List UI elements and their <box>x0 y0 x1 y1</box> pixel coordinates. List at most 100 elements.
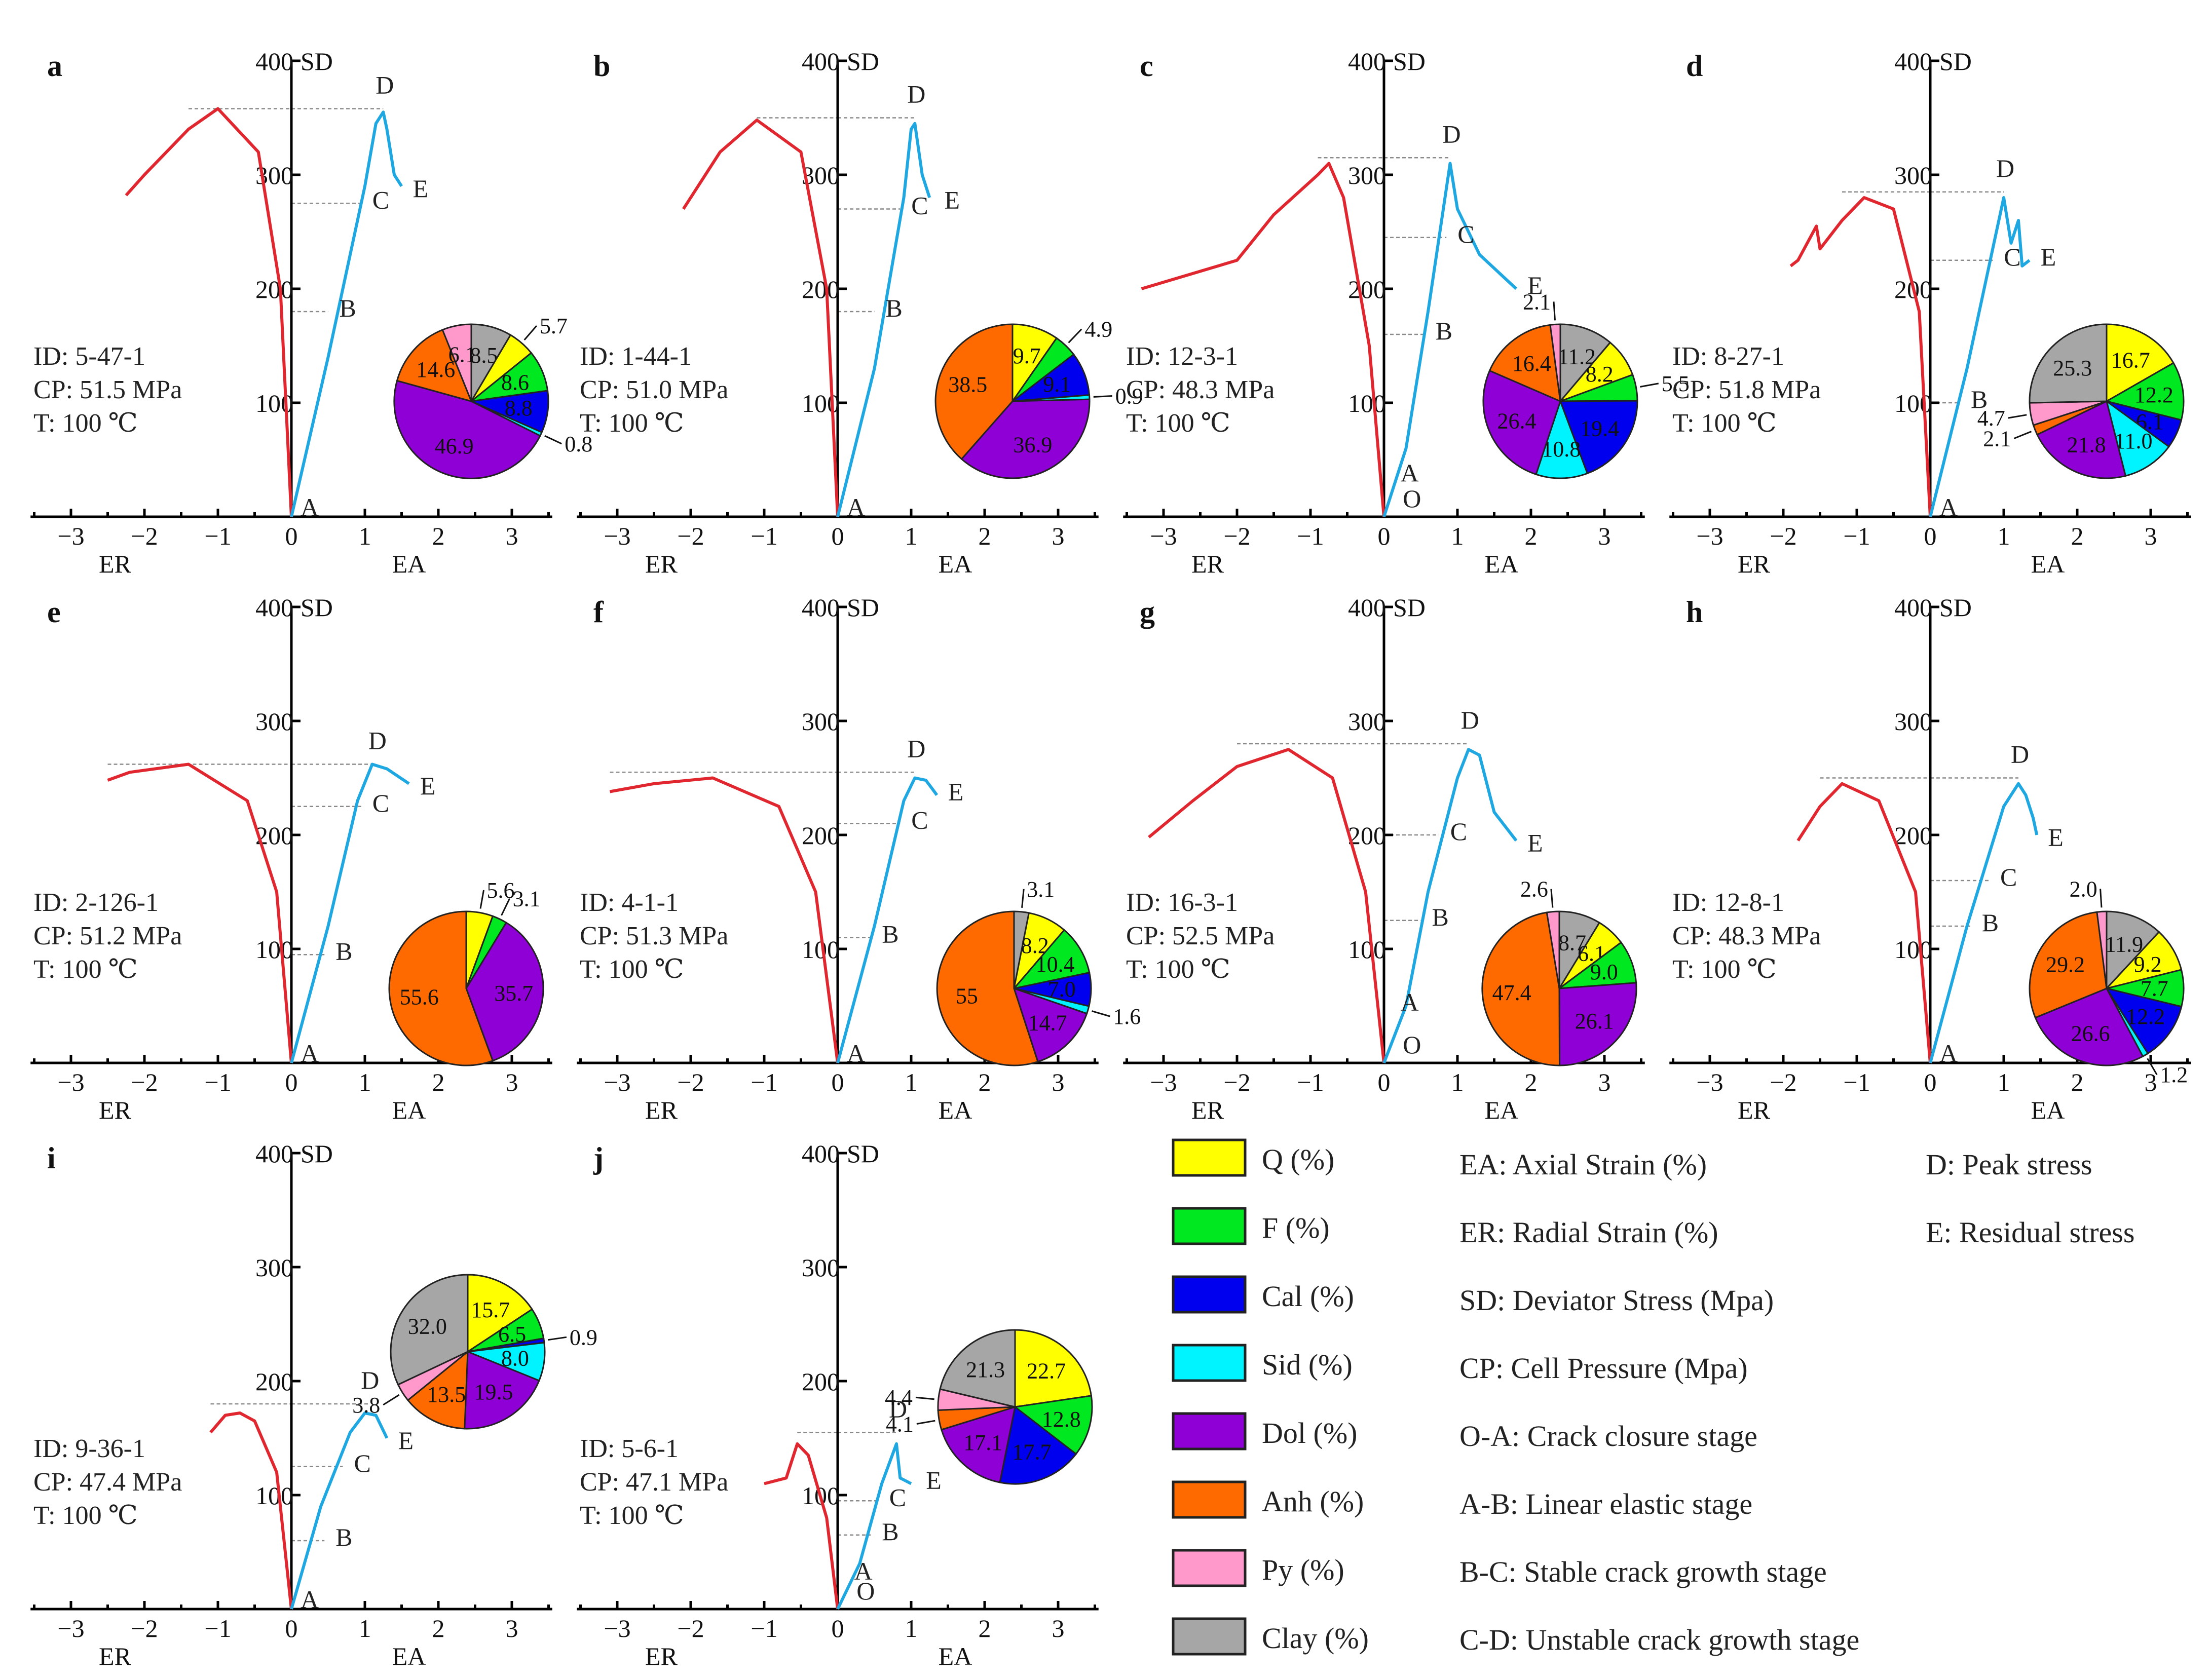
pie-label: 14.7 <box>1028 1010 1067 1035</box>
stage-label-O: O <box>856 1577 875 1605</box>
y-axis-label: SD <box>301 47 333 75</box>
mineral-pie: 11.99.27.7 12.2 1.2 26.6 29.2 2.0 <box>2029 876 2188 1087</box>
sample-id: ID: 8-27-1 <box>1672 342 1784 371</box>
panel-g: g −3 −2 −1 0 1 2 3 100 200 300 400 SD ER EA OA B C D E ID: 1… <box>1123 593 1645 1124</box>
stage-label-O: O <box>1403 1030 1421 1059</box>
y-axis-label: SD <box>847 47 879 75</box>
stage-label-C: C <box>1450 817 1467 846</box>
pie-leader <box>1021 889 1025 908</box>
y-tick-label: 300 <box>1348 161 1386 189</box>
x-tick-label: 1 <box>905 1068 918 1096</box>
x-axis-label-left: ER <box>1738 1096 1771 1124</box>
mineral-pie: 5.63.1 35.7 55.6 <box>388 878 544 1066</box>
sample-id: ID: 5-6-1 <box>580 1434 679 1463</box>
pie-label: 10.8 <box>1542 437 1581 462</box>
pie-label: 13.5 <box>427 1382 466 1407</box>
cell-pressure: CP: 51.2 MPa <box>33 922 182 950</box>
pie-label: 17.7 <box>1013 1439 1052 1464</box>
stage-label-B: B <box>335 1523 352 1551</box>
y-tick-label: 300 <box>1348 707 1386 736</box>
temperature: T: 100 ℃ <box>580 1501 684 1530</box>
stage-label-E: E <box>2041 243 2056 271</box>
axial-strain-curve <box>290 1411 389 1610</box>
stage-label-A: A <box>847 1039 865 1067</box>
pie-label: 22.7 <box>1027 1359 1066 1384</box>
temperature: T: 100 ℃ <box>1672 955 1777 984</box>
y-axis-label: SD <box>1939 47 1972 75</box>
pie-slice-F <box>1013 1395 1093 1456</box>
definition: EA: Axial Strain (%) <box>1459 1148 1707 1181</box>
y-tick-label: 400 <box>802 593 840 622</box>
temperature: T: 100 ℃ <box>1126 409 1230 438</box>
pie-slice-Dol <box>464 1350 540 1430</box>
stage-label-B: B <box>340 294 356 322</box>
pie-slice-Anh <box>396 329 473 403</box>
pie-leader <box>1550 889 1554 908</box>
x-tick-label: 1 <box>1451 1068 1464 1096</box>
legend-swatch-Py <box>1172 1549 1247 1587</box>
pie-label: 0.8 <box>565 432 592 456</box>
axial-strain-curve <box>836 122 931 517</box>
x-axis-label-left: ER <box>99 550 132 578</box>
stage-label-O: O <box>1403 484 1421 513</box>
x-tick-label: −1 <box>1297 522 1324 550</box>
pie-slice-Dol <box>393 379 541 479</box>
x-tick-label: −3 <box>57 522 84 550</box>
panel-i: i −3 −2 −1 0 1 2 3 100 200 300 400 SD ER EA A B C D E ID: 9-… <box>30 1139 597 1670</box>
stage-label-B: B <box>1982 908 1999 937</box>
pie-label: 0.9 <box>1115 384 1143 409</box>
stage-label-C: C <box>911 806 928 834</box>
pie-slice-Dol <box>960 398 1091 479</box>
pie-label: 9.7 <box>1013 343 1041 368</box>
radial-strain-curve <box>209 1411 293 1610</box>
x-tick-label: −1 <box>204 522 231 550</box>
radial-strain-curve <box>682 119 839 517</box>
temperature: T: 100 ℃ <box>1126 955 1230 984</box>
definitions-column-1: EA: Axial Strain (%) ER: Radial Strain (%… <box>1459 1148 1859 1656</box>
pie-slice-Cal <box>468 390 549 434</box>
pie-slice-Clay <box>390 1274 469 1386</box>
y-tick-label: 400 <box>802 1139 840 1168</box>
x-tick-label: −2 <box>677 1614 704 1643</box>
pie-label: 19.4 <box>1580 416 1619 441</box>
panel-letter: i <box>47 1141 56 1175</box>
temperature: T: 100 ℃ <box>580 955 684 984</box>
y-tick-label: 300 <box>802 707 840 736</box>
cell-pressure: CP: 51.8 MPa <box>1672 375 1821 404</box>
mineral-legend: Q (%) F (%) Cal (%) Sid (%) Dol (%) Anh (%) Py… <box>1172 1138 1369 1656</box>
stage-label-C: C <box>911 192 928 220</box>
axial-strain-curve <box>1929 782 2039 1063</box>
pie-leader <box>916 1420 935 1425</box>
temperature: T: 100 ℃ <box>33 409 138 438</box>
legend: Q (%) F (%) Cal (%) Sid (%) Dol (%) Anh (%) Py… <box>1172 1138 2134 1656</box>
y-tick-label: 200 <box>802 275 840 303</box>
y-axis-label: SD <box>1393 47 1426 75</box>
axial-strain-curve <box>290 110 403 517</box>
radial-strain-curve <box>107 762 293 1063</box>
pie-label: 8.2 <box>1586 362 1614 387</box>
stage-label-B: B <box>882 920 898 948</box>
stage-label-D: D <box>376 71 394 99</box>
x-tick-label: −2 <box>677 522 704 550</box>
pie-slice-Cal <box>2105 987 2183 1055</box>
mineral-pie: 3.18.210.47.01.614.755 <box>936 877 1141 1066</box>
pie-label: 6.1 <box>448 342 476 367</box>
legend-swatch-Sid <box>1172 1344 1247 1382</box>
radial-strain-curve <box>764 1442 839 1610</box>
pie-label: 2.0 <box>2070 876 2097 901</box>
stage-label-B: B <box>1971 385 1988 413</box>
x-axis-label-right: EA <box>392 1096 426 1124</box>
pie-slice-Anh <box>2029 911 2108 1019</box>
x-tick-label: 0 <box>832 522 844 550</box>
x-tick-label: −3 <box>1150 522 1177 550</box>
pie-label: 11.0 <box>2114 429 2152 453</box>
stage-label-A: A <box>1401 988 1419 1016</box>
x-axis-label-left: ER <box>99 1642 132 1670</box>
pie-label: 26.1 <box>1575 1009 1614 1034</box>
pie-slice-Q <box>2106 323 2175 403</box>
pie-slice-Py <box>1549 323 1561 402</box>
x-tick-label: 3 <box>2145 522 2157 550</box>
legend-swatch-Anh <box>1172 1480 1247 1519</box>
